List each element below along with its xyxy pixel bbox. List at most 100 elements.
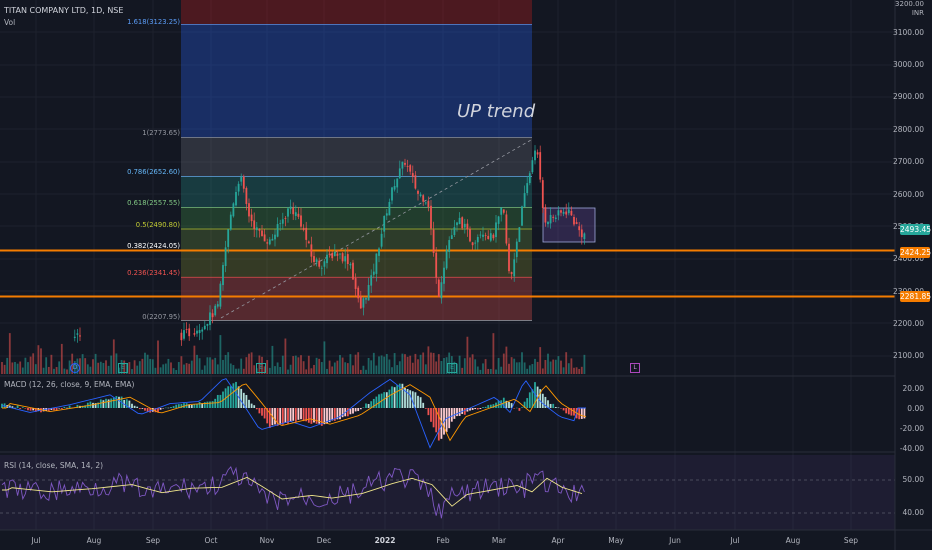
rsi-ma-line [2,476,583,507]
candle-body [242,176,245,189]
volume-bar [60,343,63,374]
volume-bar [479,369,482,374]
volume-bar [162,364,165,374]
volume-bar [224,354,227,374]
level-badge-2281[interactable]: 2281.85 [900,291,932,302]
macd-histogram-bar [560,408,562,409]
macd-histogram-bar [315,408,318,424]
candle-body [583,233,586,240]
candle-body [271,238,274,241]
candle-body [432,229,435,253]
candle-body [224,247,227,267]
volume-bar [354,354,357,374]
rsi-label[interactable]: RSI (14, close, SMA, 14, 2) [4,461,104,470]
macd-pane[interactable] [1,378,587,449]
candle-body [466,223,469,230]
macd-histogram-bar [19,408,22,409]
volume-bar [115,353,118,374]
fib-label[interactable]: 0.236(2341.45) [127,269,180,277]
candle-body [565,211,568,215]
volume-bar [575,367,578,374]
macd-histogram-bar [458,408,461,416]
volume-bar [3,364,6,374]
fib-label[interactable]: 1(2773.65) [142,129,180,137]
time-tick: Sep [145,536,161,545]
volume-bar [66,369,68,374]
volume-bar [102,362,105,374]
dividend-marker[interactable]: D [70,363,80,373]
up-trend-annotation[interactable]: UP trend [457,101,536,122]
volume-bar [1,362,3,374]
macd-histogram-bar [492,404,495,408]
price-tick: 2800.00 [892,125,924,134]
earnings-marker[interactable]: E [118,363,128,373]
macd-histogram-bar [331,408,334,421]
fib-label[interactable]: 0.382(2424.05) [127,242,180,250]
macd-histogram-bar [482,407,484,408]
candle-body [560,210,562,213]
candle-body [229,214,232,230]
macd-histogram-bar [201,403,204,408]
macd-histogram-bar [341,408,344,418]
volume-bar [261,356,263,374]
candle-body [227,229,230,247]
macd-histogram-bar [580,408,583,419]
candle-body [531,160,534,173]
fib-label[interactable]: 0.5(2490.80) [135,221,180,229]
macd-histogram-bar [362,407,365,408]
macd-histogram-bar [209,401,211,408]
fib-retracement[interactable] [181,0,532,321]
volume-bar [456,363,458,374]
macd-histogram-bar [240,388,243,408]
candle-body [567,209,570,214]
macd-histogram-bar [258,408,261,414]
candlestick-series[interactable] [73,145,586,346]
candle-body [549,215,552,224]
macd-histogram-bar [294,408,297,422]
level-badge-2424[interactable]: 2424.25 [900,247,932,258]
volume-bar [518,362,521,374]
volume-label[interactable]: Vol [4,18,16,27]
macd-histogram-bar [107,399,110,408]
candle-body [492,234,495,239]
volume-bar [409,355,412,374]
macd-histogram-bar [323,408,326,425]
time-tick: Jul [31,536,41,545]
symbol-title[interactable]: TITAN COMPANY LTD, 1D, NSE [4,6,124,15]
volume-bar [149,358,152,374]
earnings-upcoming-marker[interactable]: L [630,363,640,373]
candle-body [370,275,373,286]
fib-label[interactable]: 1.618(3123.25) [127,18,180,26]
volume-bar [401,353,404,374]
candle-body [196,330,198,334]
fib-label[interactable]: 0.618(2557.55) [127,199,180,207]
candle-body [508,243,510,272]
macd-histogram-bar [133,405,136,408]
volume-bar [328,360,331,374]
fib-label[interactable]: 0.786(2652.60) [127,168,180,176]
candle-body [240,176,243,182]
macd-histogram-bar [253,405,256,408]
volume-bar [578,368,581,374]
rsi-pane[interactable] [0,455,895,530]
macd-histogram-bar [300,408,302,420]
macd-label[interactable]: MACD (12, 26, close, 9, EMA, EMA) [4,380,135,389]
earnings-marker[interactable]: E [447,363,457,373]
volume-bar [417,359,419,374]
macd-histogram-bar [255,408,258,410]
volume-bar [167,358,170,374]
macd-histogram-bar [146,408,149,413]
macd-histogram-bar [372,398,375,408]
macd-histogram-bar [97,402,100,408]
volume-bar [235,368,237,374]
candle-body [206,323,209,326]
volume-bar [359,369,362,374]
macd-histogram-bar [50,408,53,410]
currency-label: INR [911,9,924,17]
fib-label[interactable]: 0(2207.95) [142,313,180,321]
volume-bar [50,354,53,374]
macd-histogram-bar [346,408,349,417]
earnings-marker[interactable]: E [256,363,266,373]
